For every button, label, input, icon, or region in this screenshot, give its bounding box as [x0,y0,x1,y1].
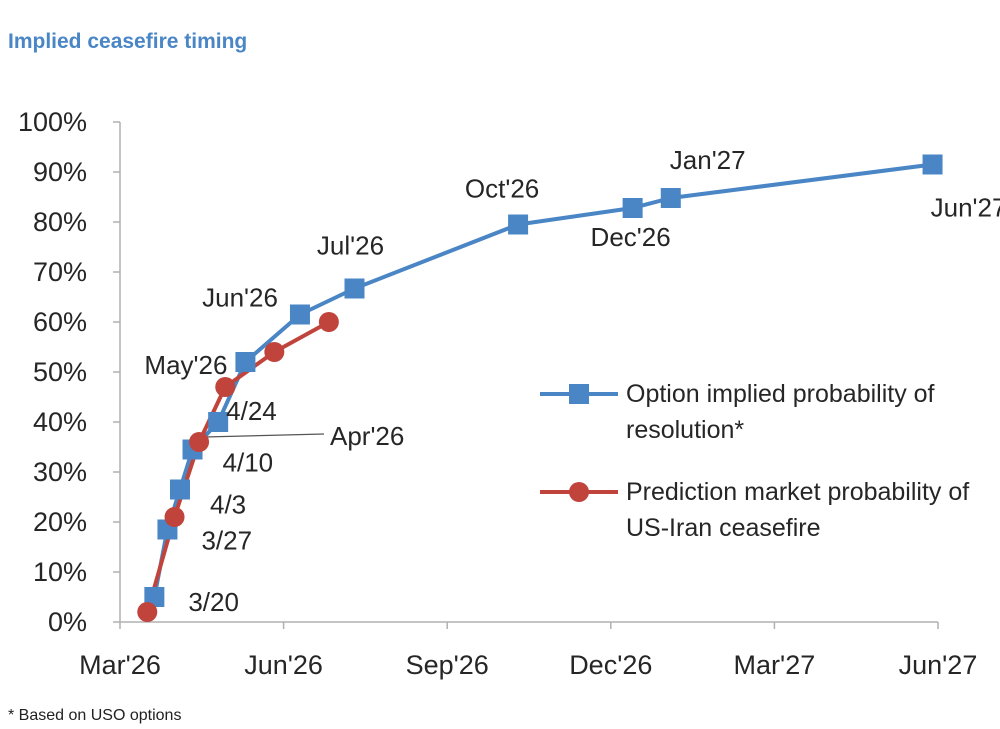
point-label: 4/3 [210,490,246,520]
y-tick-label: 80% [33,207,87,237]
y-tick-label: 70% [33,257,87,287]
y-tick-label: 20% [33,507,87,537]
y-tick-label: 10% [33,557,87,587]
footnote: * Based on USO options [8,707,182,724]
option-point-marker [922,154,943,175]
annotation-label: Apr'26 [330,421,404,451]
point-label: Jun'27 [931,193,1000,223]
x-tick-label: Jun'26 [244,650,323,680]
y-tick-label: 90% [33,157,87,187]
prediction-point-marker [164,507,185,527]
option-point-marker [235,352,256,372]
option-point-marker [208,412,229,432]
annotations: Apr'26 [204,421,404,451]
series-layer [137,154,943,622]
x-axis-ticks: Mar'26 Jun'26 Sep'26 Dec'26 Mar'27 Jun'27 [79,622,977,680]
legend: Option implied probability of resolution*… [540,380,969,542]
y-tick-label: 30% [33,457,87,487]
legend-label: Prediction market probability of [626,478,969,506]
legend-label: Option implied probability of [626,380,935,408]
point-label: May'26 [144,350,227,380]
option-point-marker [289,304,310,325]
point-label: Dec'26 [591,222,671,252]
point-label: 4/10 [223,448,274,478]
x-tick-label: Jun'27 [899,650,978,680]
legend-option-marker [569,384,589,404]
y-tick-label: 0% [48,607,87,637]
legend-label: resolution* [626,416,744,444]
legend-prediction-marker [569,482,589,502]
y-tick-label: 100% [18,107,87,137]
prediction-point-marker [215,377,236,397]
point-labels: 3/20 3/27 4/3 4/10 4/24 May'26 Jun'26 Jul'26 Oct… [144,145,1000,617]
prediction-point-marker [189,432,210,452]
prediction-point-marker [137,602,158,622]
y-tick-label: 50% [33,357,87,387]
option-point-marker [508,214,529,235]
x-tick-label: Dec'26 [569,650,652,680]
point-label: Oct'26 [465,174,539,204]
option-point-marker [169,479,190,500]
point-label: Jul'26 [317,231,384,261]
y-tick-label: 40% [33,407,87,437]
x-tick-label: Mar'26 [79,650,161,680]
option-point-marker [622,198,643,218]
y-tick-label: 60% [33,307,87,337]
option-point-marker [660,188,681,208]
option-point-marker [344,278,365,299]
legend-label: US-Iran ceasefire [626,514,821,542]
point-label: 3/20 [188,587,239,617]
prediction-point-marker [318,312,339,332]
annotation-leader-line [204,433,325,438]
x-tick-label: Sep'26 [406,650,489,680]
point-label: Jun'26 [202,283,278,313]
point-label: 3/27 [201,526,252,556]
point-label: 4/24 [226,396,277,426]
point-label: Jan'27 [670,145,746,175]
x-tick-label: Mar'27 [734,650,816,680]
option-point-marker [144,587,165,607]
prediction-point-marker [264,342,285,362]
chart-title: Implied ceasefire timing [8,30,248,53]
y-axis-ticks: 0% 10% 20% 30% 40% 50% 60% 70% 80% 90% 100% [18,107,120,637]
